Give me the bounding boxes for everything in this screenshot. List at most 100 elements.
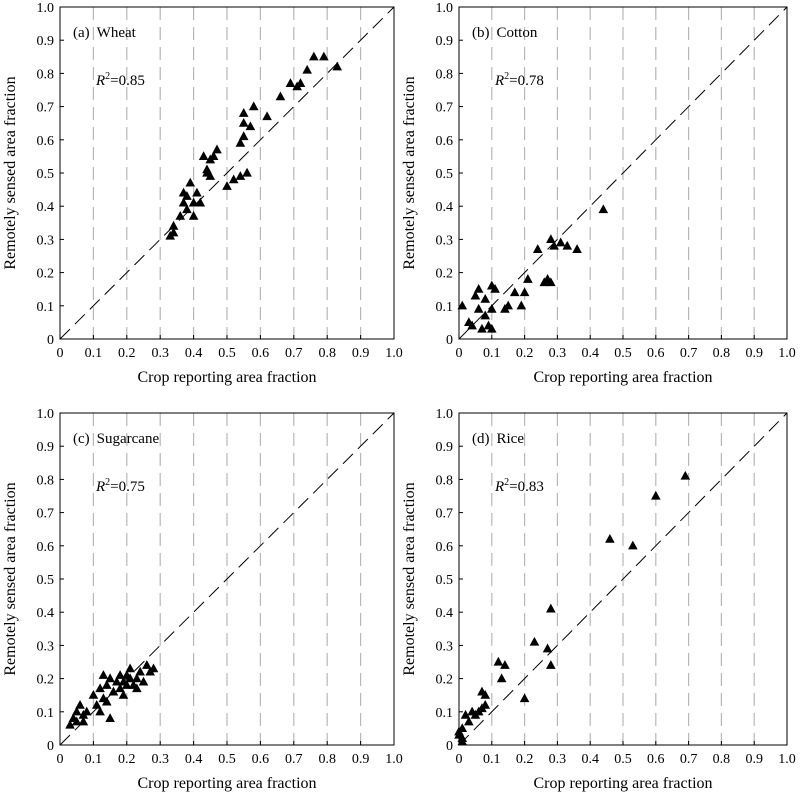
- data-point: [503, 300, 513, 310]
- y-tick-label: 0.7: [37, 507, 55, 522]
- data-point: [309, 51, 319, 61]
- data-point: [195, 197, 206, 207]
- data-point: [88, 690, 99, 699]
- data-point: [175, 210, 186, 220]
- data-point: [480, 293, 491, 303]
- x-tick-label: 0.9: [352, 752, 370, 767]
- y-tick-label: 1.0: [37, 407, 55, 422]
- r-squared-annotation: R2=0.83: [494, 477, 544, 495]
- y-tick-label: 0.1: [436, 706, 454, 721]
- data-point: [242, 167, 252, 177]
- data-point: [457, 300, 468, 310]
- y-tick-label: 0.4: [37, 606, 55, 621]
- x-tick-label: 0.6: [252, 752, 270, 767]
- data-point: [519, 693, 530, 703]
- data-point: [125, 673, 135, 683]
- r-superscript: 2: [504, 71, 509, 82]
- y-tick-label: 0: [47, 739, 54, 754]
- data-point: [75, 699, 85, 709]
- x-tick-label: 0.8: [713, 752, 731, 767]
- reference-line: [458, 412, 788, 746]
- data-point: [464, 716, 474, 726]
- data-point: [473, 303, 484, 313]
- y-tick-label: 0.5: [37, 573, 55, 588]
- data-point: [81, 706, 92, 716]
- data-point: [457, 723, 468, 732]
- data-point: [235, 171, 246, 180]
- data-point: [480, 699, 491, 709]
- r-superscript: 2: [105, 477, 110, 488]
- r-symbol: R: [494, 73, 504, 89]
- reference-line: [59, 6, 395, 340]
- panel-1: 0 0.1 0.2 0.3 0.4 0.5 0.6 0.7 0.8 0.9 1.0 0 0.1 0.2 0.…: [2, 1, 403, 386]
- data-point: [493, 656, 504, 666]
- data-point: [651, 490, 661, 500]
- y-tick-label: 0.4: [436, 200, 454, 215]
- x-tick-label: 0.3: [151, 752, 169, 767]
- x-tick-label: 0.1: [85, 752, 103, 767]
- r-superscript: 2: [504, 477, 509, 488]
- data-point: [78, 716, 89, 726]
- y-tick-label: 0.3: [37, 639, 55, 654]
- data-point: [480, 690, 491, 699]
- panel-title: (b) Cotton: [472, 25, 538, 41]
- y-tick-label: 0.2: [436, 673, 454, 688]
- data-point: [546, 277, 556, 287]
- data-point: [546, 234, 556, 243]
- data-point: [605, 533, 615, 543]
- data-point: [98, 670, 109, 679]
- y-tick-label: 0.2: [37, 267, 55, 282]
- y-tick-label: 0.1: [37, 706, 55, 721]
- data-point: [262, 111, 272, 121]
- data-point: [118, 690, 129, 699]
- x-tick-label: 0.9: [745, 752, 763, 767]
- data-point: [185, 177, 196, 187]
- y-tick-label: 0.6: [436, 134, 454, 149]
- r-squared-annotation: R2=0.75: [95, 477, 145, 495]
- r-symbol: R: [95, 73, 105, 89]
- data-point: [101, 696, 112, 706]
- data-point: [532, 244, 543, 253]
- data-point: [108, 686, 119, 696]
- x-tick-label: 0.6: [647, 346, 665, 361]
- data-point: [138, 676, 149, 686]
- data-point: [115, 683, 125, 693]
- panel-crop-name: Cotton: [497, 25, 538, 41]
- data-point: [523, 274, 533, 283]
- data-point: [549, 240, 559, 250]
- reference-line: [59, 412, 395, 746]
- x-tick-label: 0.1: [483, 752, 501, 767]
- data-point: [562, 240, 573, 250]
- data-point: [168, 220, 179, 230]
- y-tick-label: 0.9: [37, 34, 55, 49]
- reference-line: [458, 6, 788, 340]
- data-point: [208, 151, 219, 160]
- panel-letter: (d): [472, 431, 490, 447]
- y-axis-label: Remotely sensed area fraction: [401, 482, 418, 675]
- panel-letter: (b): [472, 25, 490, 41]
- y-tick-label: 0.3: [37, 233, 55, 248]
- data-point: [182, 191, 192, 200]
- data-point: [212, 144, 222, 154]
- data-point: [245, 121, 256, 131]
- y-tick-label: 0.7: [436, 507, 454, 522]
- r-value: =0.83: [509, 479, 544, 495]
- x-axis-label: Crop reporting area fraction: [137, 369, 316, 386]
- y-tick-label: 0: [446, 333, 453, 348]
- x-tick-label: 0.2: [516, 752, 534, 767]
- data-point: [248, 101, 259, 111]
- data-point: [65, 719, 75, 729]
- data-point: [142, 660, 152, 669]
- data-point: [275, 91, 286, 101]
- data-point: [509, 287, 520, 297]
- data-point: [228, 174, 239, 184]
- y-tick-label: 0.3: [436, 639, 454, 654]
- x-tick-label: 0.3: [549, 346, 567, 361]
- data-point: [285, 78, 296, 87]
- data-point: [95, 706, 105, 716]
- y-tick-label: 0.8: [37, 67, 55, 82]
- y-axis-label: Remotely sensed area fraction: [401, 76, 418, 269]
- data-point: [546, 660, 556, 669]
- y-tick-label: 0.5: [436, 167, 454, 182]
- y-tick-label: 0.1: [436, 300, 454, 315]
